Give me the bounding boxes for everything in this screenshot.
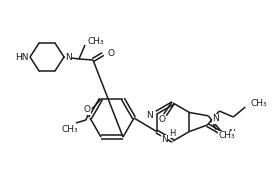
Text: CH₃: CH₃ — [218, 131, 235, 140]
Text: O: O — [84, 105, 91, 114]
Text: N: N — [212, 114, 219, 123]
Text: CH₃: CH₃ — [250, 98, 267, 107]
Text: HN: HN — [16, 52, 29, 61]
Text: N: N — [65, 52, 72, 61]
Text: N: N — [161, 136, 168, 144]
Text: N: N — [228, 129, 235, 138]
Text: N: N — [146, 111, 153, 120]
Text: H: H — [169, 129, 175, 137]
Text: CH₃: CH₃ — [87, 36, 104, 45]
Text: O: O — [108, 49, 115, 58]
Text: O: O — [158, 115, 165, 124]
Text: CH₃: CH₃ — [62, 125, 78, 134]
